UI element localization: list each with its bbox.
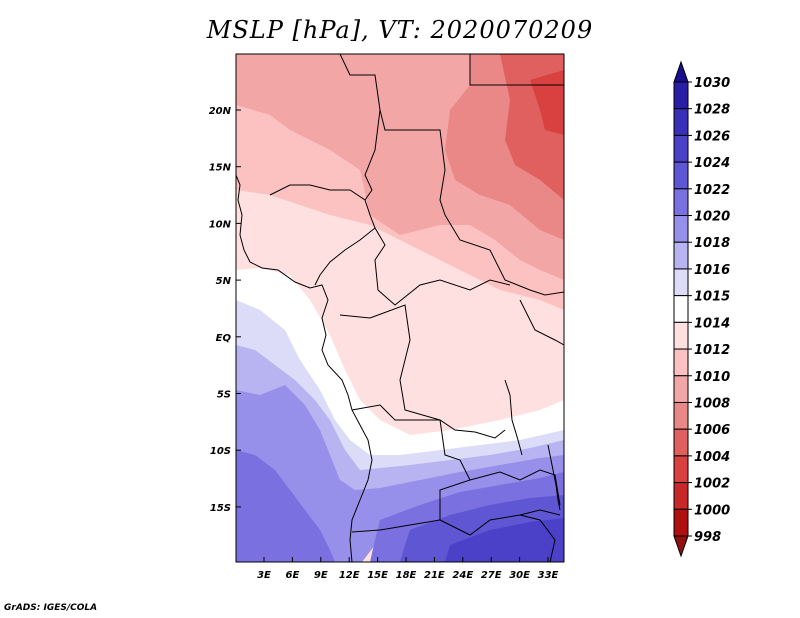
lat-tick-label: EQ: [216, 333, 232, 344]
map-frame: [235, 53, 565, 563]
colorbar-level-label: 1014: [694, 316, 730, 331]
pressure-field: [236, 54, 564, 562]
colorbar-segment: [673, 81, 689, 110]
border-nigeria: [269, 184, 376, 286]
colorbar-segment: [673, 188, 689, 217]
lat-tick-label: 10N: [209, 219, 232, 230]
colorbar-level-label: 1004: [694, 450, 730, 465]
colorbar-level-label: 1008: [694, 396, 730, 411]
colorbar-segment: [673, 268, 689, 297]
contour-1018: [236, 385, 564, 562]
colorbar-segment: [673, 455, 689, 484]
lon-tick-label: 27E: [481, 570, 502, 581]
colorbar-level-label: 998: [694, 530, 721, 545]
colorbar-level-label: 1010: [694, 370, 730, 385]
lat-tick-label: 20N: [209, 106, 232, 117]
colorbar-level-label: 1018: [694, 236, 730, 251]
longitude-axis: 3E 6E 9E 12E 15E 18E 21E 24E 27E 30E 33E: [257, 557, 559, 581]
colorbar-top-arrow: [673, 60, 689, 83]
colorbar-level-label: 1026: [694, 129, 730, 144]
colorbar-level-label: 1000: [694, 503, 730, 518]
country-borders: [236, 54, 564, 562]
lon-tick-label: 9E: [314, 570, 328, 581]
colorbar-level-label: 1030: [694, 76, 730, 91]
colorbar-level-label: 1024: [694, 156, 730, 171]
colorbar-level-label: 1012: [694, 343, 730, 358]
lon-tick-label: 15E: [367, 570, 388, 581]
colorbar-segment: [673, 161, 689, 190]
lon-tick-label: 30E: [509, 570, 530, 581]
colorbar: 1030 1028 1026 1024 1022 1020 1018 1016 1015 1014…: [673, 60, 730, 558]
map-title: MSLP [hPa], VT: 2020070209: [206, 16, 594, 44]
colorbar-segment: [673, 375, 689, 403]
colorbar-segment: [673, 428, 689, 457]
coastline-west: [236, 174, 373, 562]
lon-tick-label: 3E: [257, 570, 271, 581]
contour-1020: [236, 450, 335, 562]
lon-tick-label: 33E: [538, 570, 559, 581]
colorbar-segment: [673, 108, 689, 136]
lake-tanganyika: [504, 379, 523, 456]
lat-tick-label: 15N: [209, 163, 232, 174]
colorbar-bottom-arrow: [673, 535, 689, 558]
lat-tick-label: 15S: [210, 503, 231, 514]
lon-tick-label: 24E: [452, 570, 473, 581]
lon-tick-label: 18E: [396, 570, 417, 581]
lon-tick-label: 12E: [339, 570, 360, 581]
lon-tick-label: 6E: [286, 570, 300, 581]
colorbar-segment: [673, 508, 689, 537]
colorbar-segment: [673, 401, 689, 430]
contour-1012-equatorial: [295, 255, 564, 420]
border-niger-chad: [339, 54, 381, 201]
border-car: [374, 227, 511, 306]
colorbar-segment: [673, 482, 689, 510]
colorbar-segment: [673, 348, 689, 377]
colorbar-level-label: 1015: [694, 290, 730, 305]
colorbar-level-label: 1028: [694, 103, 730, 118]
border-mozambique: [519, 514, 556, 562]
colorbar-level-label: 1020: [694, 210, 730, 225]
border-zambia: [469, 469, 561, 506]
contour-1002-northeast: [530, 70, 564, 135]
lat-tick-label: 5N: [216, 276, 232, 287]
colorbar-level-label: 1002: [694, 477, 730, 492]
latitude-axis: 20N 15N 10N 5N EQ 5S 10S 15S: [209, 106, 241, 514]
border-south-sudan: [444, 214, 564, 296]
colorbar-segment: [673, 134, 689, 163]
colorbar-segment: [673, 215, 689, 243]
contour-1024-southeast: [445, 518, 564, 562]
border-drc-west: [339, 304, 506, 439]
border-angola: [351, 404, 471, 533]
credit-label: GrADS: IGES/COLA: [4, 603, 98, 613]
lat-tick-label: 10S: [210, 446, 231, 457]
border-east-africa: [519, 299, 564, 346]
colorbar-level-label: 1022: [694, 183, 730, 198]
colorbar-level-label: 1016: [694, 263, 730, 278]
colorbar-level-label: 1006: [694, 423, 730, 438]
colorbar-segment: [673, 241, 689, 270]
border-namibia: [439, 509, 561, 536]
lake-malawi: [547, 444, 561, 511]
colorbar-segment: [673, 321, 689, 350]
lat-tick-label: 5S: [217, 390, 231, 401]
border-chad-sudan: [379, 109, 446, 216]
lon-tick-label: 21E: [424, 570, 445, 581]
colorbar-segment: [673, 295, 689, 323]
